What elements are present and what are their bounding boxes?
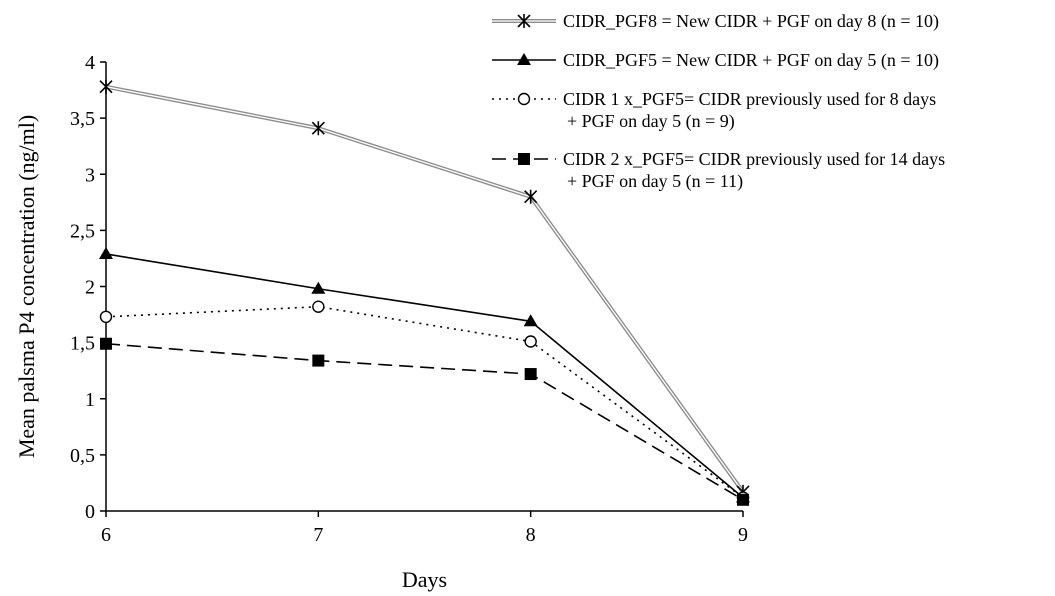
legend-label-4: CIDR 2 x_PGF5= CIDR previously used for … xyxy=(563,149,945,169)
series-line-1 xyxy=(105,84,745,494)
series-line-1-inner xyxy=(105,86,744,493)
legend-label-4: + PGF on day 5 (n = 11) xyxy=(567,171,743,192)
series-4-point xyxy=(737,493,749,506)
series-2-point xyxy=(99,246,113,259)
legend-marker-3 xyxy=(517,92,531,106)
y-axis-title: Mean palsma P4 concentration (ng/ml) xyxy=(14,115,39,458)
x-tick-label: 6 xyxy=(101,524,111,546)
series-3-point xyxy=(312,300,325,313)
y-tick-label: 3 xyxy=(85,164,95,186)
series-2-point xyxy=(523,314,538,327)
legend-label-2: CIDR_PGF5 = New CIDR + PGF on day 5 (n =… xyxy=(563,50,939,71)
series-2-point xyxy=(311,281,326,294)
series-line-3 xyxy=(105,305,744,499)
series-4-point xyxy=(312,354,325,367)
legend-label-3: CIDR 1 x_PGF5= CIDR previously used for … xyxy=(563,89,936,109)
y-tick-label: 1,5 xyxy=(70,333,95,355)
legend-marker-4 xyxy=(518,153,530,165)
series-1-point xyxy=(311,121,325,136)
series-line-2 xyxy=(105,253,744,499)
y-tick-label: 0,5 xyxy=(70,445,95,467)
series-4-point xyxy=(524,368,537,381)
series-3-point xyxy=(524,335,537,348)
y-tick-label: 4 xyxy=(85,52,95,74)
series-4-point xyxy=(100,337,112,350)
y-tick-label: 2,5 xyxy=(70,220,95,242)
y-tick-label: 0 xyxy=(85,501,95,523)
y-tick-label: 1 xyxy=(85,389,95,411)
legend-label-3: + PGF on day 5 (n = 9) xyxy=(567,111,735,132)
legend-label-1: CIDR_PGF8 = New CIDR + PGF on day 8 (n =… xyxy=(563,11,939,32)
legend-marker-2 xyxy=(517,53,531,65)
legend-marker-1 xyxy=(517,14,531,28)
series-3-point xyxy=(99,310,113,324)
y-tick-label: 2 xyxy=(85,277,95,299)
series-1-point xyxy=(524,189,538,204)
x-axis-title: Days xyxy=(402,567,447,592)
y-tick-label: 3,5 xyxy=(70,108,95,130)
series-1-point xyxy=(99,79,113,94)
x-tick-label: 8 xyxy=(526,524,536,546)
x-tick-label: 9 xyxy=(738,524,748,546)
x-tick-label: 7 xyxy=(313,524,323,546)
series-line-4 xyxy=(105,342,744,501)
